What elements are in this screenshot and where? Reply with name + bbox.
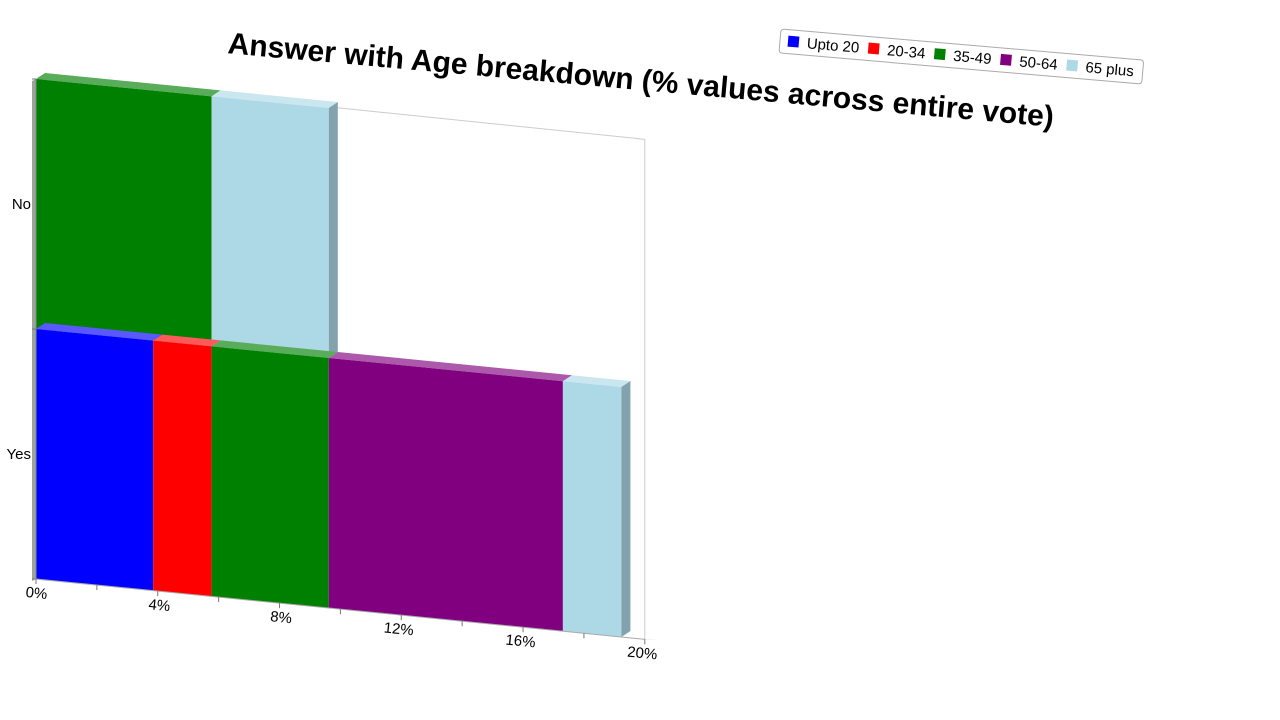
bar-yes-20-34-top — [153, 334, 221, 347]
bar-no-65-plus-top — [211, 90, 338, 108]
legend-swatch-35-49 — [933, 48, 946, 61]
bar-no-65-plus-side — [328, 102, 338, 358]
bar-no-35-49-top — [36, 73, 221, 97]
left-wall — [32, 79, 36, 581]
x-tick-label: 8% — [269, 608, 292, 627]
legend-label-65-plus: 65 plus — [1085, 59, 1135, 80]
x-tick-label: 0% — [25, 584, 48, 603]
axis-layer: 0% 4% 8% 12% 16% 20% No Yes — [7, 78, 659, 664]
bar-no-65-plus — [211, 96, 329, 359]
y-tick-label-yes: Yes — [7, 446, 31, 463]
bar-yes-20-34 — [153, 340, 212, 597]
bar-no-35-49 — [36, 79, 212, 347]
legend: Upto 20 20-34 35-49 50-64 65 plus — [778, 28, 1144, 85]
bar-group-yes — [36, 323, 631, 637]
x-tick-label: 12% — [383, 619, 415, 639]
x-tick-label: 20% — [626, 644, 658, 664]
bar-yes-upto-20 — [36, 329, 154, 591]
bar-yes-65-plus-side — [621, 381, 631, 637]
legend-swatch-50-64 — [1000, 53, 1012, 66]
legend-swatch-20-34 — [867, 42, 880, 55]
x-tick-label: 4% — [148, 596, 171, 615]
x-tick-label: 16% — [505, 632, 537, 652]
legend-label-upto-20: Upto 20 — [806, 35, 860, 56]
bar-yes-upto-20-top — [36, 323, 163, 341]
bar-group-no — [36, 73, 338, 359]
bar-yes-50-64-top — [328, 352, 572, 382]
legend-swatch-65-plus — [1066, 59, 1079, 72]
bar-layer — [36, 73, 631, 637]
bar-yes-50-64 — [328, 358, 563, 632]
bar-yes-35-49 — [211, 346, 329, 608]
y-tick-label-no: No — [12, 196, 31, 213]
legend-label-50-64: 50-64 — [1019, 54, 1059, 74]
legend-label-20-34: 20-34 — [886, 42, 926, 62]
legend-label-35-49: 35-49 — [952, 48, 992, 68]
bar-yes-35-49-top — [211, 340, 338, 358]
bar-yes-65-plus-top — [562, 375, 631, 387]
bar-yes-65-plus — [562, 381, 622, 637]
legend-swatch-upto-20 — [787, 35, 800, 48]
